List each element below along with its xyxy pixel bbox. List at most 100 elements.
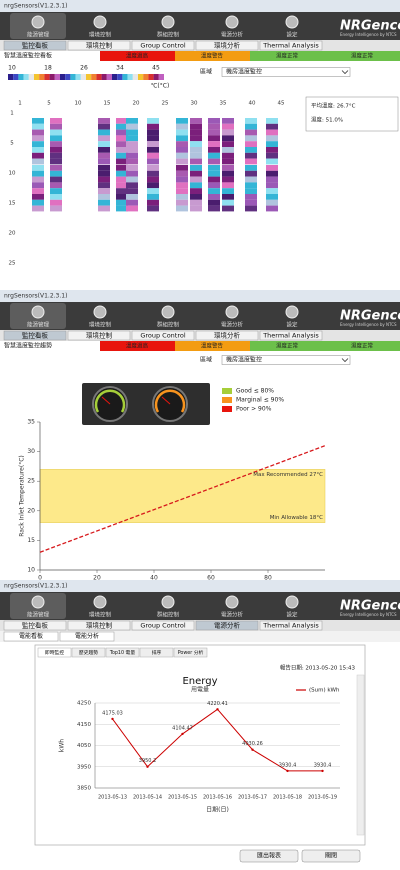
rack-cell <box>147 129 159 136</box>
rack-cell <box>222 123 234 130</box>
rack-cell <box>176 176 188 183</box>
inner-tab[interactable] <box>173 647 208 658</box>
scale-swatch <box>80 74 86 80</box>
rack-cell <box>32 176 44 183</box>
point <box>286 769 289 773</box>
toolbar-icon[interactable] <box>225 305 239 319</box>
rack-cell <box>126 152 138 159</box>
select[interactable] <box>221 355 351 365</box>
toolbar-icon[interactable] <box>285 595 299 609</box>
status-block <box>100 51 175 61</box>
tab[interactable] <box>131 40 195 51</box>
button[interactable] <box>239 849 299 863</box>
data-label: 3950.2 <box>139 758 157 764</box>
tab[interactable] <box>67 330 131 341</box>
tab[interactable] <box>131 330 195 341</box>
tab[interactable] <box>195 330 259 341</box>
toolbar-label: 環境控制 <box>89 611 112 619</box>
rack-cell <box>98 129 110 136</box>
toolbar-icon[interactable] <box>225 595 239 609</box>
tab[interactable] <box>67 620 131 631</box>
scale-swatch <box>86 74 92 80</box>
scale-label: 10 <box>8 65 16 72</box>
rack-cell <box>126 182 138 189</box>
rack-cell <box>176 165 188 171</box>
tab[interactable] <box>259 40 323 51</box>
y-tick-label: 15 <box>27 537 35 544</box>
tab[interactable] <box>3 620 67 631</box>
rack-cell <box>147 147 159 153</box>
y-tick-label: 30 <box>27 448 35 455</box>
rack-cell <box>208 129 220 136</box>
tab[interactable] <box>3 40 67 51</box>
rack-cell <box>245 152 257 159</box>
rack-cell <box>176 118 188 124</box>
toolbar-icon[interactable] <box>285 305 299 319</box>
toolbar-icon[interactable] <box>225 15 239 29</box>
rack-cell <box>208 194 220 200</box>
toolbar-icon[interactable] <box>31 15 45 29</box>
chart-title: Energy <box>182 676 217 687</box>
tab[interactable] <box>3 330 67 341</box>
tab-label: Group Control <box>140 42 186 50</box>
select[interactable] <box>221 67 351 77</box>
tab[interactable] <box>195 620 259 631</box>
toolbar-icon[interactable] <box>93 305 107 319</box>
tab[interactable] <box>259 330 323 341</box>
status-label: 濕度正常 <box>351 342 374 350</box>
rack-cell <box>208 182 220 189</box>
rack-cell <box>126 176 138 183</box>
rack-cell <box>266 182 278 189</box>
rack-cell <box>126 165 138 171</box>
scrollbar[interactable] <box>356 674 365 836</box>
scale-swatch <box>54 74 60 80</box>
scale-label: 26 <box>80 65 88 72</box>
frame <box>34 644 366 846</box>
tab[interactable] <box>195 40 259 51</box>
toolbar-icon[interactable] <box>161 15 175 29</box>
status-block <box>325 341 400 351</box>
rack-cell <box>245 170 257 177</box>
toolbar-icon[interactable] <box>93 595 107 609</box>
tab[interactable] <box>67 40 131 51</box>
rack-cell <box>208 123 220 130</box>
inner-tab[interactable] <box>37 647 72 658</box>
status-block <box>175 51 250 61</box>
x-tick-label: 2013-05-16 <box>203 795 232 801</box>
toolbar-label: 電源分析 <box>221 611 244 619</box>
button[interactable] <box>301 849 361 863</box>
scale-swatch <box>60 74 66 80</box>
rack-cell <box>32 141 44 147</box>
rack-cell <box>98 152 110 159</box>
inner-tab[interactable] <box>139 647 174 658</box>
status-block <box>100 341 175 351</box>
toolbar-icon[interactable] <box>31 595 45 609</box>
toolbar-icon[interactable] <box>93 15 107 29</box>
col-label: 20 <box>133 101 140 107</box>
inner-tab[interactable] <box>105 647 140 658</box>
toolbar-icon[interactable] <box>161 305 175 319</box>
scale-swatch <box>158 74 164 80</box>
tab-label: 監控看板 <box>22 621 49 630</box>
inner-tab[interactable] <box>71 647 106 658</box>
rack-cell <box>190 123 202 130</box>
rack-cell <box>222 176 234 183</box>
subtab[interactable] <box>3 631 59 642</box>
select-label: 區域 <box>200 356 212 364</box>
toolbar <box>0 302 400 330</box>
rack-cell <box>116 147 128 153</box>
rack-cell <box>147 176 159 183</box>
inner-tab-label: 排序 <box>152 649 162 656</box>
subtab[interactable] <box>59 631 115 642</box>
rack-cell <box>222 147 234 153</box>
toolbar-icon[interactable] <box>161 595 175 609</box>
tab[interactable] <box>259 620 323 631</box>
toolbar-icon[interactable] <box>31 305 45 319</box>
scale-swatch <box>39 74 45 80</box>
rack-cell <box>50 135 62 142</box>
tab-label: Group Control <box>140 622 186 630</box>
toolbar-icon[interactable] <box>285 15 299 29</box>
toolbar-label: 設定 <box>286 321 298 329</box>
tab[interactable] <box>131 620 195 631</box>
select-value: 機房溫度監控 <box>226 68 262 76</box>
